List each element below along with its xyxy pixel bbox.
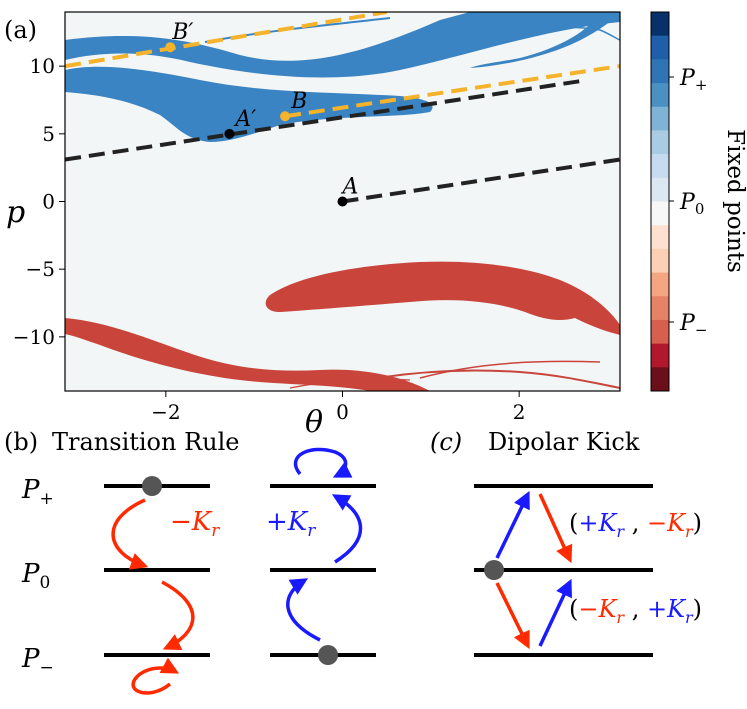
colorbar: P+ P0 P− Fixed points [650, 11, 747, 392]
red-filament-1 [339, 369, 620, 389]
panel-b: (b) Transition Rule P+ P0 P− −Kr +Kr [4, 428, 376, 695]
y-tick-label: −5 [26, 257, 55, 281]
blue-region-upper-band [65, 12, 620, 78]
colorbar-swatch [651, 201, 669, 226]
dipole-particle [484, 560, 504, 580]
point-label-a: A [341, 175, 359, 200]
blue-filament-1 [204, 17, 391, 43]
blue-region-middle-tongue [65, 66, 433, 142]
panel-c-label: (c) [430, 428, 462, 456]
dipole-blue-arrow-up [495, 490, 530, 559]
dashed-trajectory-3 [284, 64, 620, 119]
blue-filament-3 [519, 14, 620, 21]
dipole-red-arrow-down [495, 582, 530, 650]
colorbar-swatch [651, 225, 669, 250]
colorbar-swatch [651, 296, 669, 321]
y-axis-label: p [6, 195, 25, 230]
panel-c-title: Dipolar Kick [488, 428, 640, 456]
colorbar-swatch [651, 35, 669, 60]
x-tick-label: 2 [513, 400, 526, 424]
point-label-b-prime: B′ [171, 20, 193, 45]
point-label-b: B [290, 89, 307, 114]
colorbar-swatch [651, 154, 669, 179]
point-a-prime [224, 128, 235, 139]
colorbar-swatch [651, 272, 669, 297]
x-tick-label: −2 [151, 400, 180, 424]
red-filament-2 [419, 360, 601, 379]
panel-b-label: (b) [4, 428, 38, 456]
colorbar-swatches [651, 12, 669, 392]
panel-a-label: (a) [4, 16, 37, 44]
point-b [280, 111, 291, 122]
panel-c: (c) Dipolar Kick (+Kr , −Kr) (−Kr , +Kr) [430, 428, 702, 657]
axis-ticks: −2 0 2 10 5 0 −5 −10 [13, 54, 526, 424]
blue-kick-label: +Kr [266, 507, 316, 541]
colorbar-swatch [651, 367, 669, 392]
x-axis-label: θ [305, 405, 323, 440]
level-label-p-minus: P− [21, 644, 54, 678]
upper-kick-pair: (+Kr , −Kr) [569, 509, 702, 541]
colorbar-swatch [651, 248, 669, 274]
red-region-lower-band [65, 318, 430, 391]
blue-filament-2 [479, 26, 620, 41]
y-tick-label: 0 [42, 190, 55, 214]
red-kick-label: −Kr [170, 507, 220, 541]
right-blue-arrow-upper [331, 494, 363, 564]
colorbar-swatch [651, 59, 669, 84]
point-label-a-prime: A′ [233, 107, 256, 132]
point-a [337, 196, 348, 207]
panel-b-title: Transition Rule [52, 428, 240, 456]
right-blue-arrow-lower [286, 578, 321, 642]
dipole-red-arrow-down-upper [538, 493, 573, 564]
y-tick-label: 5 [42, 122, 55, 146]
dashed-trajectory-2 [65, 79, 582, 162]
dipole-blue-arrow-up-lower [538, 578, 572, 647]
colorbar-label-p-minus: P− [679, 311, 707, 339]
dashed-trajectory-4 [65, 12, 387, 69]
level-label-p-plus: P+ [21, 475, 54, 509]
level-label-p-zero: P0 [21, 559, 50, 593]
phase-space-map: A A′ B B′ [65, 12, 620, 391]
left-red-loop-arrow [131, 657, 180, 695]
colorbar-swatch [651, 83, 669, 108]
left-red-arrow-lower [161, 580, 195, 650]
colorbar-swatch [651, 106, 669, 131]
colorbar-swatch [651, 319, 669, 345]
red-filament-3 [289, 378, 411, 389]
blue-region-right-arc [470, 12, 620, 68]
right-blue-loop-arrow [293, 447, 353, 478]
colorbar-swatch [651, 130, 669, 155]
colorbar-label-p-zero: P0 [679, 190, 704, 218]
colorbar-swatch [651, 177, 669, 202]
red-region-lower-tongue [265, 261, 620, 335]
colorbar-swatch [651, 12, 669, 37]
colorbar-swatch [651, 343, 669, 368]
point-b-prime [165, 42, 176, 53]
trajectory-layer: A A′ B B′ [65, 12, 620, 207]
right-particle [318, 645, 338, 665]
panel-a: (a) A A′ B B′ −2 0 2 10 5 0 −5 −10 p θ [4, 11, 747, 440]
colorbar-title: Fixed points [722, 129, 747, 273]
lower-kick-pair: (−Kr , +Kr) [569, 595, 702, 627]
y-tick-label: 10 [30, 54, 55, 78]
left-particle [142, 476, 162, 496]
colorbar-label-p-plus: P+ [679, 66, 707, 94]
y-tick-label: −10 [13, 325, 55, 349]
x-tick-label: 0 [336, 400, 349, 424]
left-red-arrow-upper [111, 498, 149, 570]
